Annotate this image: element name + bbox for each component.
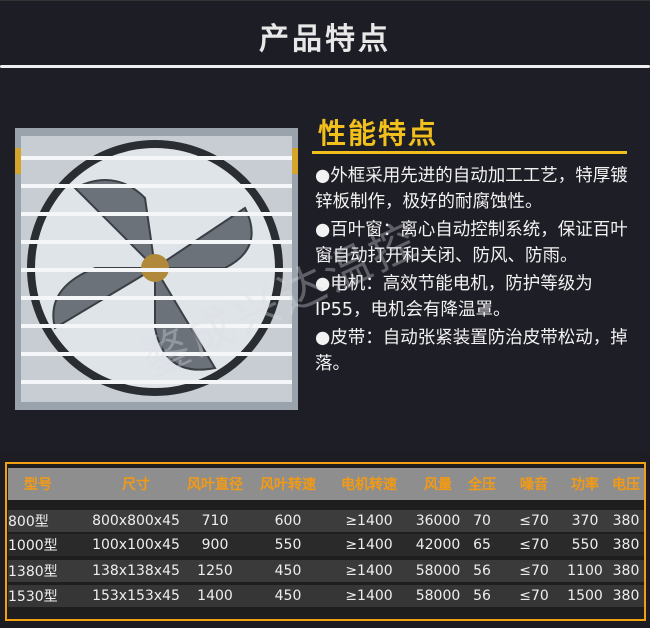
table-cell: 600 [274,513,302,529]
table-row: 800型 800x800x45 710 600 ≥1400 36000 70 ≤70 370 38… [8,510,644,532]
features-title: 性能特点 [318,117,439,150]
column-header: 功率 [571,477,599,493]
table-cell: 58000 [415,588,461,604]
table-cell: ≥1400 [345,537,393,553]
features-list: ●外框采用先进的自动加工工艺，特厚镀锌板制作，极好的耐腐蚀性。 ●百叶窗：离心自… [315,164,635,380]
table-cell: 1530型 [8,589,58,605]
table-cell: 65 [473,537,491,553]
divider [0,65,650,68]
table-cell: 900 [201,537,229,553]
feature-item: ●皮带：自动张紧装置防治皮带松动，掉落。 [315,328,628,374]
table-cell: 380 [612,513,640,529]
column-header: 噪音 [520,477,548,493]
table-cell: 56 [473,563,491,579]
section-header: 产品特点 [0,0,650,65]
table-cell: 1100 [567,563,603,579]
fan-product-image [15,128,298,410]
table-cell: 380 [612,588,640,604]
table-cell: 380 [612,537,640,553]
table-cell: 36000 [415,513,461,529]
column-header: 尺寸 [122,477,150,493]
table-cell: 70 [473,513,491,529]
column-header: 电压 [612,477,640,493]
table-cell: ≥1400 [345,513,393,529]
table-row: 1380型 138x138x45 1250 450 ≥1400 58000 56 ≤70 110… [8,560,644,582]
table-header-row: 型号 尺寸 风叶直径 风叶转速 电机转速 风量 全压 噪音 功率 电压 [8,468,644,500]
table-cell: 450 [274,563,302,579]
table-cell: 153x153x45 [92,588,180,604]
table-cell: 380 [612,563,640,579]
section-title: 产品特点 [259,22,391,57]
table-cell: 1250 [197,563,233,579]
column-header: 风叶转速 [260,477,316,493]
table-cell: ≤70 [519,563,549,579]
table-cell: 1000型 [8,538,58,554]
column-header: 全压 [468,477,496,493]
feature-item: ●电机：高效节能电机，防护等级为IP55，电机会有降温罩。 [315,274,593,320]
table-cell: ≥1400 [345,563,393,579]
table-cell: 710 [201,513,229,529]
table-cell: 1400 [197,588,233,604]
spec-table: 型号 尺寸 风叶直径 风叶转速 电机转速 风量 全压 噪音 功率 电压 800型 800x800x4… [5,462,646,621]
feature-item: ●外框采用先进的自动加工工艺，特厚镀锌板制作，极好的耐腐蚀性。 [315,166,628,212]
title-underline [312,151,627,154]
column-header: 风量 [424,477,452,493]
table-cell: 58000 [415,563,461,579]
table-cell: 1500 [567,588,603,604]
table-cell: ≥1400 [345,588,393,604]
table-cell: ≤70 [519,588,549,604]
table-cell: ≤70 [519,513,549,529]
table-cell: 800x800x45 [92,513,180,529]
table-cell: 550 [274,537,302,553]
column-header: 型号 [24,477,52,493]
table-cell: 550 [571,537,599,553]
table-cell: ≤70 [519,537,549,553]
table-cell: 1380型 [8,564,58,580]
table-cell: 138x138x45 [92,563,180,579]
feature-item: ●百叶窗：离心自动控制系统，保证百叶窗自动打开和关闭、防风、防雨。 [315,220,628,266]
column-header: 电机转速 [341,477,397,493]
table-cell: 450 [274,588,302,604]
table-cell: 100x100x45 [92,537,180,553]
column-header: 风叶直径 [187,477,243,493]
table-cell: 370 [571,513,599,529]
table-row: 1000型 100x100x45 900 550 ≥1400 42000 65 ≤70 550 3… [8,534,644,556]
table-cell: 42000 [415,537,461,553]
table-cell: 800型 [8,514,49,530]
table-row: 1530型 153x153x45 1400 450 ≥1400 58000 56 ≤70 150… [8,585,644,607]
table-cell: 56 [473,588,491,604]
